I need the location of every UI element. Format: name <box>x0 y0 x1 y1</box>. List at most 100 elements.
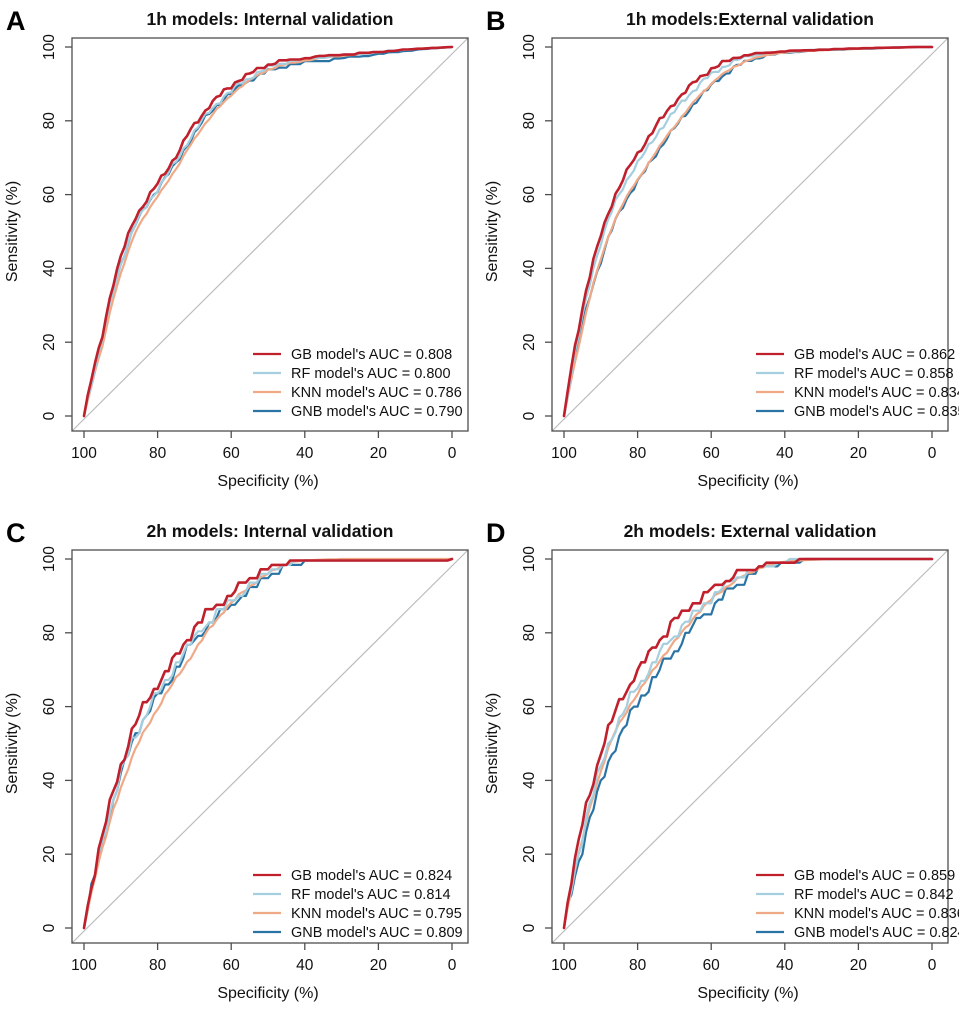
y-tick-label: 20 <box>41 845 58 863</box>
legend-label-KNN: KNN model's AUC = 0.795 <box>291 906 462 922</box>
panel-A: A 1h models: Internal validation 100 80 60 40… <box>0 0 480 512</box>
x-tick-label: 80 <box>628 957 646 974</box>
chance-diagonal-line <box>71 37 469 432</box>
y-tick-label: 20 <box>521 845 538 863</box>
y-tick-label: 60 <box>41 186 58 204</box>
y-tick-label: 60 <box>521 186 538 204</box>
x-tick-label: 60 <box>702 445 720 462</box>
y-tick-label: 0 <box>41 923 58 932</box>
legend-label-KNN: KNN model's AUC = 0.836 <box>794 906 959 922</box>
y-tick-label: 80 <box>41 112 58 130</box>
x-tick-label: 40 <box>776 445 794 462</box>
x-tick-label: 0 <box>927 445 936 462</box>
x-tick-label: 80 <box>149 445 167 462</box>
y-tick-label: 80 <box>41 624 58 642</box>
legend-label-GB: GB model's AUC = 0.824 <box>291 868 452 884</box>
legend-label-RF: RF model's AUC = 0.842 <box>794 887 954 903</box>
legend-label-GB: GB model's AUC = 0.808 <box>291 347 452 363</box>
x-tick-label: 0 <box>448 957 457 974</box>
x-axis-title: Specificity (%) <box>697 473 798 490</box>
legend-label-GNB: GNB model's AUC = 0.790 <box>291 404 463 420</box>
roc-plot-C: C 2h models: Internal validation 100 80 60 40… <box>4 518 469 1002</box>
x-tick-label: 20 <box>370 957 388 974</box>
chance-diagonal-line <box>551 549 948 944</box>
panel-title: 2h models: Internal validation <box>147 521 394 541</box>
y-axis-title: Sensitivity (%) <box>4 181 21 282</box>
legend-label-GNB: GNB model's AUC = 0.824 <box>794 925 959 941</box>
y-tick-label: 0 <box>41 411 58 420</box>
y-tick-label: 100 <box>521 546 538 572</box>
panel-letter: D <box>486 518 506 548</box>
y-tick-label: 80 <box>521 112 538 130</box>
plot-frame <box>71 37 469 432</box>
y-tick-label: 40 <box>41 259 58 277</box>
x-tick-label: 80 <box>149 957 167 974</box>
x-tick-label: 40 <box>296 445 314 462</box>
y-tick-label: 40 <box>41 771 58 789</box>
panel-C: C 2h models: Internal validation 100 80 60 40… <box>0 512 480 1024</box>
y-tick-label: 100 <box>41 34 58 60</box>
legend-label-GNB: GNB model's AUC = 0.835 <box>794 404 959 420</box>
x-tick-label: 0 <box>448 445 457 462</box>
panel-letter: A <box>6 6 26 36</box>
x-tick-label: 100 <box>71 445 97 462</box>
chance-diagonal-line <box>551 37 948 432</box>
roc-plot-D: D 2h models: External validation 100 80 60 40… <box>484 518 959 1002</box>
x-axis-title: Specificity (%) <box>217 473 318 490</box>
legend-label-GNB: GNB model's AUC = 0.809 <box>291 925 463 941</box>
y-tick-label: 40 <box>521 771 538 789</box>
x-tick-label: 60 <box>702 957 720 974</box>
roc-plot-A: A 1h models: Internal validation 100 80 60 40… <box>4 6 469 490</box>
panel-title: 1h models: Internal validation <box>147 9 394 29</box>
roc-plot-B: B 1h models:External validation 100 80 60 40 2… <box>484 6 959 490</box>
legend-label-GB: GB model's AUC = 0.859 <box>794 868 955 884</box>
x-tick-label: 40 <box>296 957 314 974</box>
x-tick-label: 100 <box>551 957 577 974</box>
panel-letter: B <box>486 6 506 36</box>
panel-title: 1h models:External validation <box>626 9 874 29</box>
x-tick-label: 80 <box>628 445 646 462</box>
y-tick-label: 0 <box>521 923 538 932</box>
panel-letter: C <box>6 518 26 548</box>
x-axis-title: Specificity (%) <box>697 985 798 1002</box>
x-tick-label: 60 <box>223 445 241 462</box>
legend-label-GB: GB model's AUC = 0.862 <box>794 347 955 363</box>
x-tick-label: 20 <box>370 445 388 462</box>
x-tick-label: 0 <box>927 957 936 974</box>
x-axis-title: Specificity (%) <box>217 985 318 1002</box>
roc-curve-GB <box>82 45 454 418</box>
x-tick-label: 20 <box>849 445 867 462</box>
y-axis-title: Sensitivity (%) <box>484 181 501 282</box>
y-tick-label: 60 <box>521 698 538 716</box>
plot-frame <box>550 549 949 944</box>
y-tick-label: 20 <box>41 333 58 351</box>
y-tick-label: 100 <box>521 34 538 60</box>
legend-label-RF: RF model's AUC = 0.814 <box>291 887 451 903</box>
plot-frame <box>71 549 469 944</box>
legend-label-RF: RF model's AUC = 0.858 <box>794 366 954 382</box>
legend-label-KNN: KNN model's AUC = 0.786 <box>291 385 462 401</box>
roc-curve-GB <box>562 45 933 418</box>
y-tick-label: 40 <box>521 259 538 277</box>
y-tick-label: 80 <box>521 624 538 642</box>
y-tick-label: 100 <box>41 546 58 572</box>
x-tick-label: 100 <box>551 445 577 462</box>
x-tick-label: 100 <box>71 957 97 974</box>
panel-title: 2h models: External validation <box>623 521 876 541</box>
x-tick-label: 40 <box>776 957 794 974</box>
legend-label-RF: RF model's AUC = 0.800 <box>291 366 451 382</box>
roc-curve-GB <box>562 557 933 930</box>
panel-B: B 1h models:External validation 100 80 60 40 2… <box>480 0 959 512</box>
y-tick-label: 60 <box>41 698 58 716</box>
y-tick-label: 20 <box>521 333 538 351</box>
x-tick-label: 20 <box>849 957 867 974</box>
panel-D: D 2h models: External validation 100 80 60 40… <box>480 512 959 1024</box>
y-tick-label: 0 <box>521 411 538 420</box>
x-tick-label: 60 <box>223 957 241 974</box>
roc-curve-GB <box>82 557 454 930</box>
legend-label-KNN: KNN model's AUC = 0.834 <box>794 385 959 401</box>
plot-frame <box>550 37 949 432</box>
chance-diagonal-line <box>71 549 469 944</box>
y-axis-title: Sensitivity (%) <box>484 693 501 794</box>
